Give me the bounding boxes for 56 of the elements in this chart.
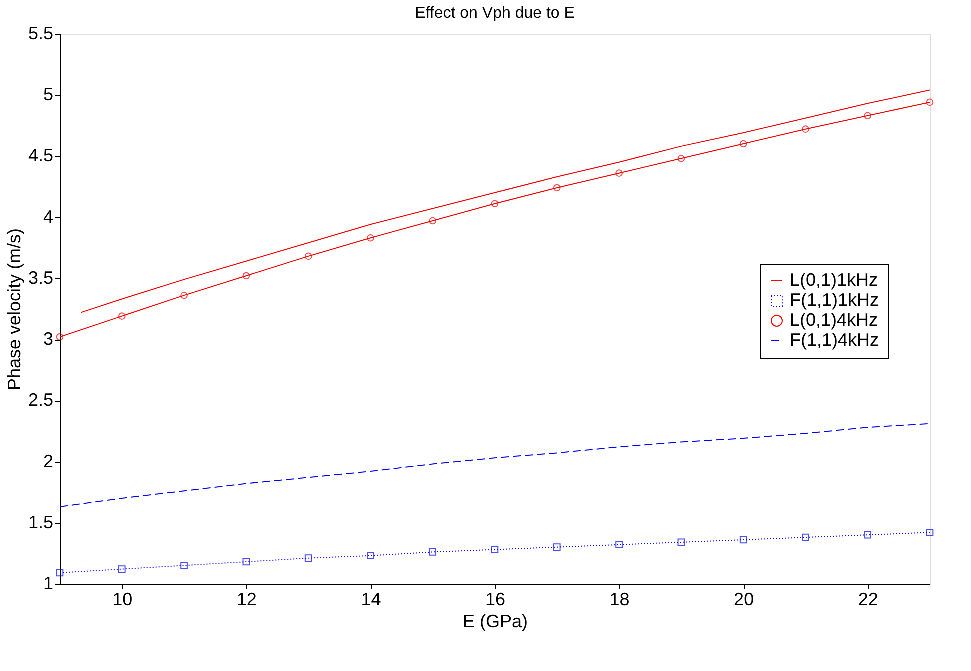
point	[304, 554, 312, 562]
point	[864, 112, 872, 120]
point	[616, 541, 623, 549]
point	[926, 98, 934, 106]
y-tick-label: 2	[43, 451, 54, 472]
point	[118, 312, 126, 320]
point	[678, 155, 686, 162]
y-axis-title: Phase velocity (m/s)	[4, 228, 24, 391]
legend-label: F(1,1)4kHz	[790, 330, 880, 350]
point	[864, 531, 872, 539]
point	[56, 333, 64, 341]
point	[180, 562, 188, 570]
x-tick-label: 22	[858, 590, 878, 610]
point	[180, 292, 188, 300]
y-tick-label: 3	[43, 329, 54, 350]
y-tick-label: 1	[43, 574, 54, 594]
x-tick-label: 14	[361, 590, 382, 610]
legend-label: L(0,1)1kHz	[790, 270, 878, 290]
point	[491, 200, 499, 208]
y-tick-label: 4.5	[28, 146, 54, 166]
y-tick-label: 4	[43, 206, 54, 227]
x-tick-label: 10	[112, 590, 133, 610]
chart-title: Effect on Vph due to E	[415, 5, 575, 22]
y-tick-label: 1.5	[28, 512, 54, 532]
legend-label: L(0,1)4kHz	[790, 310, 878, 330]
point	[118, 566, 126, 573]
x-tick-label: 20	[734, 590, 754, 610]
point	[553, 184, 561, 192]
y-tick-label: 5.5	[28, 24, 54, 44]
point	[740, 536, 748, 544]
line-series	[60, 423, 930, 508]
point	[926, 529, 934, 536]
point	[553, 544, 561, 551]
point	[367, 234, 374, 242]
point	[242, 272, 250, 280]
point	[740, 140, 748, 148]
point	[242, 558, 250, 566]
line-series	[80, 90, 930, 314]
point	[367, 552, 374, 560]
point	[304, 252, 312, 260]
point	[429, 548, 437, 556]
y-tick-label: 3.5	[28, 268, 54, 288]
point	[802, 534, 810, 542]
point	[491, 546, 499, 554]
point	[802, 126, 810, 133]
y-tick-label: 2.5	[28, 390, 54, 410]
x-tick-label: 18	[610, 590, 630, 610]
point	[616, 170, 623, 177]
x-axis-title: E (GPa)	[462, 612, 528, 632]
point	[429, 217, 437, 225]
x-tick-label: 12	[236, 590, 257, 610]
point	[678, 538, 686, 546]
y-tick-label: 5	[43, 84, 54, 105]
x-tick-label: 16	[485, 590, 506, 610]
legend-label: F(1,1)1kHz	[790, 290, 880, 310]
point	[56, 569, 64, 577]
